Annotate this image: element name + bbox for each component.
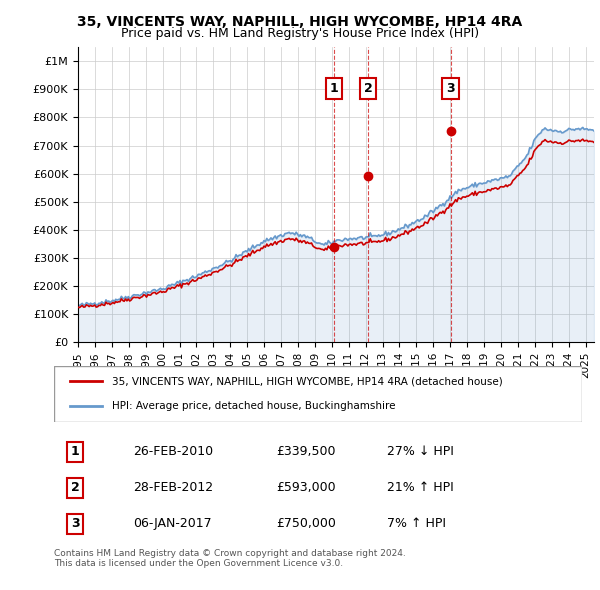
- Text: 26-FEB-2010: 26-FEB-2010: [133, 445, 214, 458]
- Text: 21% ↑ HPI: 21% ↑ HPI: [386, 481, 454, 494]
- Text: £339,500: £339,500: [276, 445, 335, 458]
- Text: 35, VINCENTS WAY, NAPHILL, HIGH WYCOMBE, HP14 4RA: 35, VINCENTS WAY, NAPHILL, HIGH WYCOMBE,…: [77, 15, 523, 29]
- Text: £593,000: £593,000: [276, 481, 335, 494]
- Text: 3: 3: [71, 517, 79, 530]
- Text: 27% ↓ HPI: 27% ↓ HPI: [386, 445, 454, 458]
- Text: Price paid vs. HM Land Registry's House Price Index (HPI): Price paid vs. HM Land Registry's House …: [121, 27, 479, 40]
- Text: Contains HM Land Registry data © Crown copyright and database right 2024.
This d: Contains HM Land Registry data © Crown c…: [54, 549, 406, 568]
- Text: HPI: Average price, detached house, Buckinghamshire: HPI: Average price, detached house, Buck…: [112, 401, 395, 411]
- Text: 2: 2: [364, 82, 373, 95]
- Text: 28-FEB-2012: 28-FEB-2012: [133, 481, 214, 494]
- Text: 35, VINCENTS WAY, NAPHILL, HIGH WYCOMBE, HP14 4RA (detached house): 35, VINCENTS WAY, NAPHILL, HIGH WYCOMBE,…: [112, 376, 503, 386]
- Text: 3: 3: [446, 82, 455, 95]
- FancyBboxPatch shape: [54, 366, 582, 422]
- Text: 1: 1: [71, 445, 79, 458]
- Text: £750,000: £750,000: [276, 517, 335, 530]
- Text: 1: 1: [330, 82, 338, 95]
- Text: 2: 2: [71, 481, 79, 494]
- Text: 7% ↑ HPI: 7% ↑ HPI: [386, 517, 446, 530]
- Text: 06-JAN-2017: 06-JAN-2017: [133, 517, 212, 530]
